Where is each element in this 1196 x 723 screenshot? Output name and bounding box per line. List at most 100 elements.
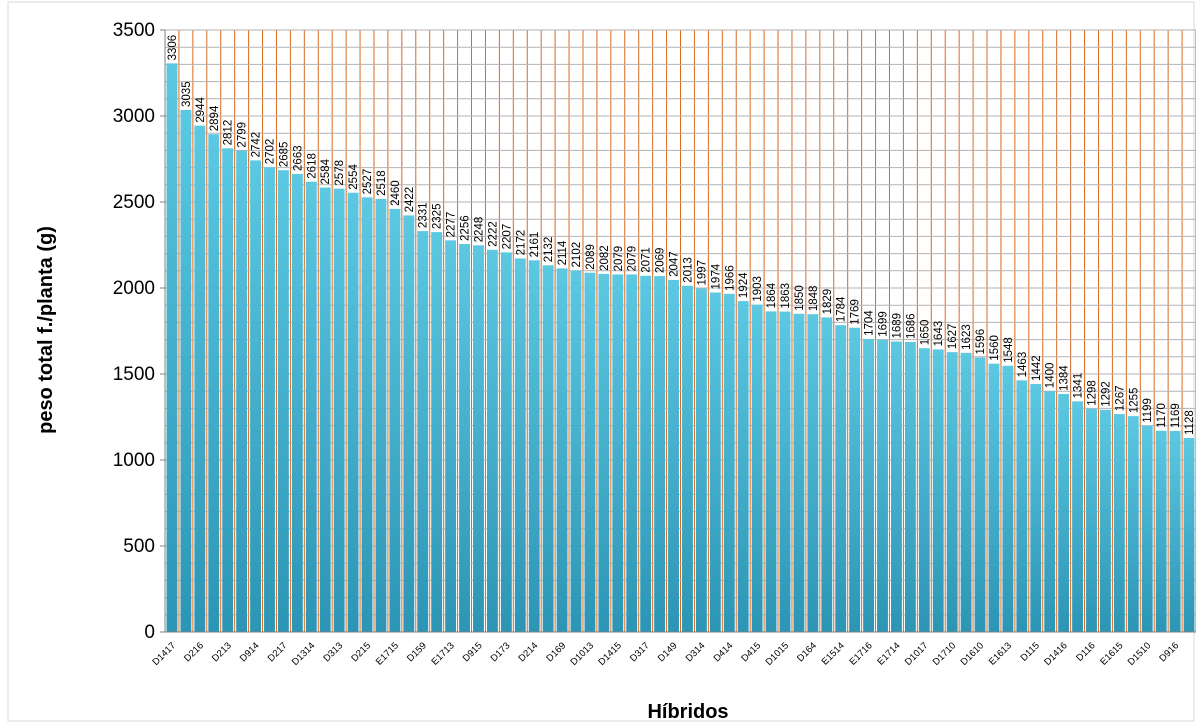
- data-label: 2082: [599, 245, 611, 271]
- y-tick-label: 3000: [113, 106, 155, 127]
- data-label: 2578: [334, 160, 346, 186]
- bar: [1100, 409, 1111, 632]
- bar: [403, 215, 415, 632]
- bar: [737, 301, 749, 632]
- bar: [1030, 383, 1042, 632]
- bar: [1002, 365, 1014, 632]
- data-label: 2256: [460, 215, 472, 241]
- bar: [222, 148, 234, 632]
- bar: [1086, 408, 1097, 632]
- data-label: 2161: [529, 232, 541, 258]
- bar: [668, 279, 679, 632]
- data-label: 1689: [891, 313, 903, 339]
- data-label: 1627: [947, 324, 959, 350]
- data-label: 2584: [320, 158, 332, 184]
- data-label: 2663: [292, 145, 304, 171]
- data-label: 2422: [404, 187, 416, 213]
- bar: [305, 181, 317, 633]
- bar: [723, 293, 735, 632]
- bar: [695, 288, 707, 632]
- data-label: 1704: [864, 310, 876, 336]
- data-label: 1686: [905, 313, 917, 339]
- bar: [180, 109, 192, 633]
- data-label: 2207: [501, 224, 513, 250]
- axes: [164, 30, 1196, 633]
- bar: [556, 268, 568, 632]
- bar: [918, 348, 930, 632]
- bar: [1044, 391, 1056, 632]
- data-label: 2071: [641, 247, 653, 273]
- data-label: 1596: [975, 329, 987, 355]
- bar: [584, 272, 596, 632]
- data-label: 2685: [278, 142, 290, 168]
- bar: [389, 208, 401, 632]
- bar: [612, 274, 624, 632]
- data-label: 2518: [376, 170, 388, 196]
- data-label: 1924: [738, 272, 750, 298]
- data-label: 2222: [487, 221, 499, 247]
- bar: [347, 192, 359, 632]
- x-tick-label: E1615: [1098, 640, 1125, 667]
- data-label: 2331: [418, 202, 430, 228]
- data-label: 1548: [1003, 337, 1015, 363]
- x-tick-label: D173: [489, 640, 513, 664]
- bar: [765, 311, 777, 632]
- bar: [779, 311, 791, 632]
- bar: [877, 339, 888, 632]
- bar: [1058, 393, 1070, 632]
- chart-border: [7, 1, 1195, 722]
- x-tick-label: D415: [739, 640, 763, 664]
- bar: [236, 150, 248, 632]
- y-tick-label: 3500: [113, 20, 155, 41]
- data-label: 1384: [1059, 365, 1071, 391]
- data-label: 1170: [1156, 403, 1168, 428]
- data-label: 1829: [822, 289, 834, 315]
- data-label: 2248: [473, 217, 485, 243]
- data-label: 2460: [390, 180, 402, 206]
- bar: [194, 125, 206, 633]
- bar: [793, 313, 805, 632]
- data-label: 1863: [780, 283, 792, 309]
- x-tick-label: D414: [712, 640, 736, 664]
- x-tick-label: D916: [1157, 640, 1181, 664]
- x-tick-label: D1417: [151, 640, 179, 668]
- x-tick-label: D159: [405, 640, 429, 664]
- data-label: 1298: [1087, 380, 1099, 406]
- bar: [417, 231, 429, 632]
- bar: [166, 63, 178, 633]
- data-label: 2013: [682, 257, 694, 283]
- bar: [319, 187, 331, 632]
- bar-series: [166, 63, 1195, 633]
- data-label: 1848: [808, 286, 820, 312]
- data-label: 2618: [306, 153, 318, 179]
- bar: [486, 249, 498, 633]
- x-tick-label: E1714: [875, 640, 902, 667]
- bar: [500, 252, 512, 632]
- y-tick-label: 2000: [113, 278, 155, 299]
- data-label: 1341: [1073, 373, 1085, 399]
- data-label: 2742: [251, 132, 263, 158]
- data-label: 1643: [933, 321, 945, 347]
- data-label: 2079: [613, 246, 625, 272]
- x-tick-label: D215: [349, 640, 373, 664]
- data-label: 2702: [264, 139, 276, 165]
- data-label: 1128: [1184, 410, 1196, 435]
- data-label: 2047: [669, 251, 681, 277]
- x-axis-ticks: D1417 D216 D213 D914 D217 D1314 D313 D215 E1715 D…: [151, 640, 1182, 668]
- data-label: 1769: [850, 299, 862, 325]
- data-label: 1850: [794, 285, 806, 311]
- data-label: 1463: [1017, 352, 1029, 378]
- data-label: 1997: [696, 260, 708, 286]
- x-tick-label: D213: [210, 640, 234, 664]
- bar: [473, 245, 484, 632]
- bar: [1169, 430, 1181, 632]
- data-label: 1864: [766, 282, 778, 308]
- bar: [1141, 425, 1153, 632]
- y-tick-label: 1000: [113, 450, 155, 471]
- x-tick-label: D214: [516, 640, 540, 664]
- x-tick-label: D1610: [959, 640, 987, 668]
- bar: [1155, 430, 1167, 632]
- bar: [264, 167, 275, 633]
- bar: [375, 198, 387, 633]
- x-tick-label: D116: [1074, 640, 1097, 663]
